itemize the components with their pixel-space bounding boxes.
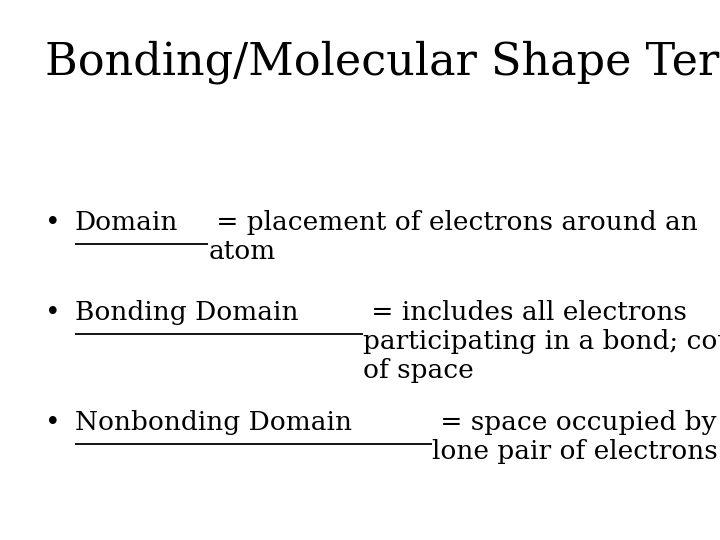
Text: Bonding Domain: Bonding Domain bbox=[75, 300, 299, 325]
Text: •: • bbox=[45, 410, 60, 435]
Text: = placement of electrons around an
atom: = placement of electrons around an atom bbox=[208, 210, 698, 264]
Text: = space occupied by a
lone pair of electrons [nonbonding]: = space occupied by a lone pair of elect… bbox=[433, 410, 720, 464]
Text: •: • bbox=[45, 210, 60, 235]
Text: Nonbonding Domain: Nonbonding Domain bbox=[75, 410, 352, 435]
Text: = includes all electrons
participating in a bond; counts as one area
of space: = includes all electrons participating i… bbox=[364, 300, 720, 383]
Text: Bonding/Molecular Shape Terms: Bonding/Molecular Shape Terms bbox=[45, 40, 720, 84]
Text: Domain: Domain bbox=[75, 210, 179, 235]
Text: •: • bbox=[45, 300, 60, 325]
